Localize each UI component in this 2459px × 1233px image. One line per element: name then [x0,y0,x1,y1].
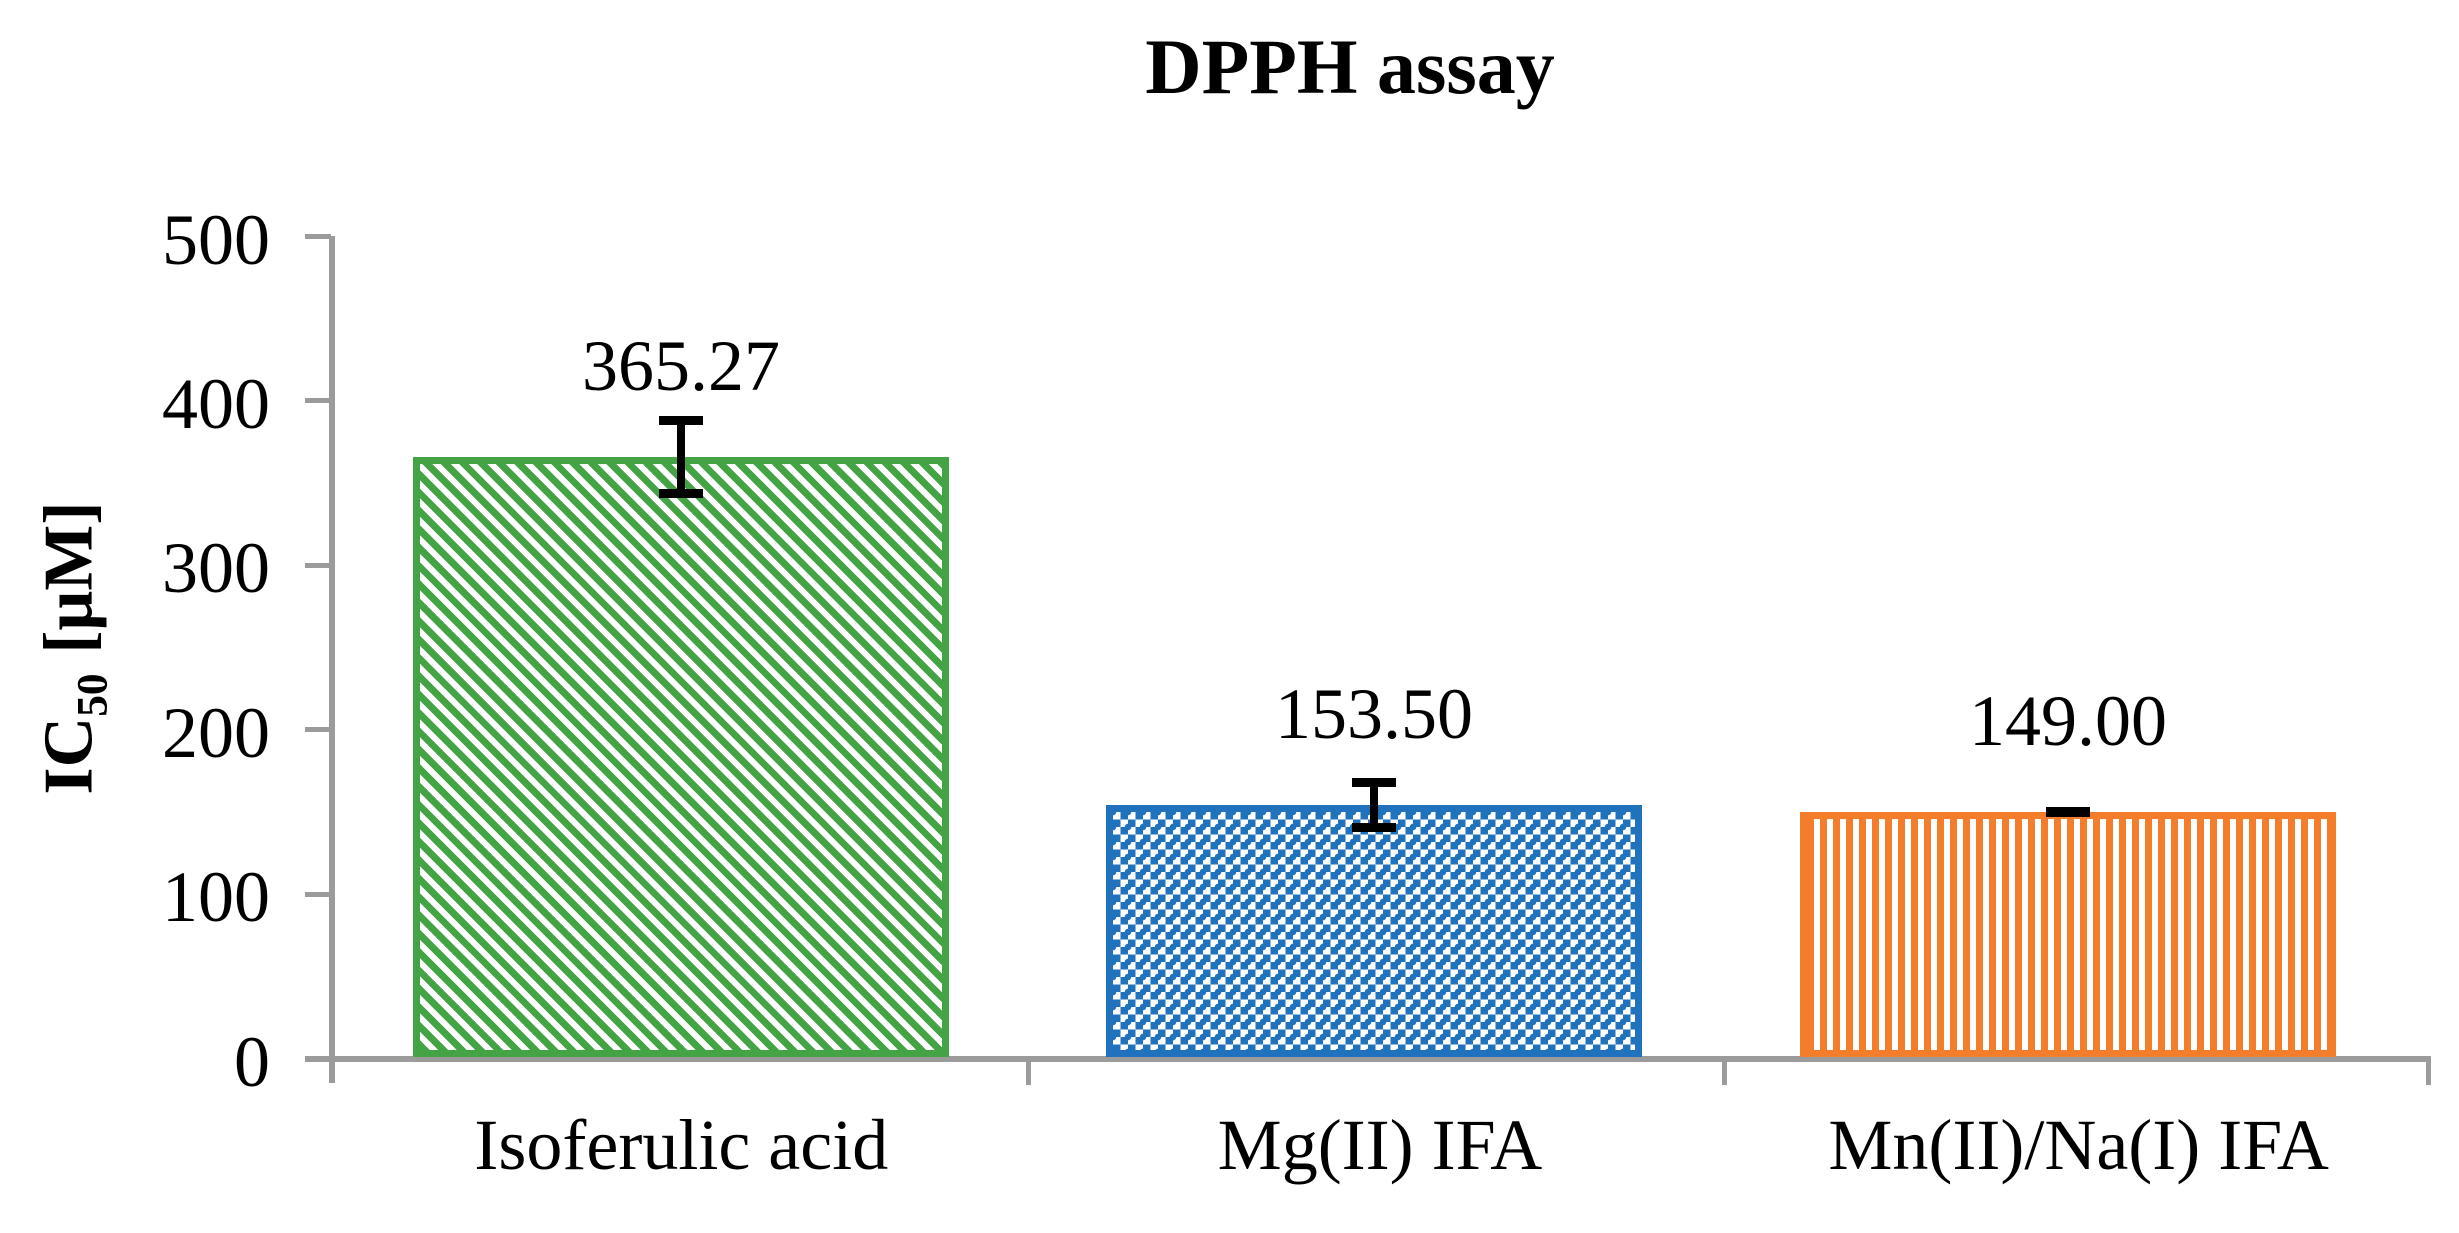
y-axis-title: IC50[μM] [0,236,140,1059]
error-bar-mg-ifa [1352,777,1396,833]
error-bar-bottom-cap [1352,823,1396,833]
category-label-mg-ifa: Mg(II) IFA [1217,1105,1543,1185]
bar-group-mn-na-ifa: 149.00 [1800,236,2336,1057]
bar-group-isoferulic-acid: 365.27 [413,236,949,1057]
y-tick-label: 200 [162,693,270,773]
error-bar-mn-na-ifa [2046,807,2090,818]
error-bar-stem [1370,777,1378,833]
bar-mn-na-ifa [1800,812,2336,1057]
y-tick-label: 100 [162,857,270,937]
data-label: 153.50 [1275,673,1473,754]
y-tick-mark [305,1056,331,1061]
x-category-divider-tick [1026,1059,1031,1085]
error-bar-isoferulic-acid [659,416,703,499]
y-tick-mark [305,563,331,568]
y-tick-label: 500 [162,200,270,280]
category-label-mn-na-ifa: Mn(II)/Na(I) IFA [1828,1105,2329,1185]
y-tick-label: 300 [162,528,270,608]
y-tick-mark [305,398,331,403]
x-category-divider-tick [1722,1059,1727,1085]
error-bar-bottom-cap [2046,808,2090,818]
bar-isoferulic-acid [413,457,949,1057]
plot-area: 365.27 153.50 149.00 [332,236,2428,1057]
y-axis-line [329,236,335,1083]
x-category-divider-tick [2426,1059,2431,1085]
bar-mg-ifa [1106,804,1642,1057]
data-label: 365.27 [582,326,780,407]
y-tick-label: 400 [162,364,270,444]
data-label: 149.00 [1969,681,2167,762]
y-tick-mark [305,234,331,239]
x-axis-labels: Isoferulic acid Mg(II) IFA Mn(II)/Na(I) … [332,1105,2428,1185]
error-bar-stem [677,416,685,499]
x-axis-line [305,1056,2431,1062]
y-tick-mark [305,727,331,732]
y-tick-label: 0 [234,1022,270,1102]
chart-title: DPPH assay [1145,23,1555,110]
error-bar-bottom-cap [659,489,703,499]
y-tick-mark [305,892,331,897]
bar-group-mg-ifa: 153.50 [1106,236,1642,1057]
category-label-isoferulic-acid: Isoferulic acid [474,1105,889,1185]
